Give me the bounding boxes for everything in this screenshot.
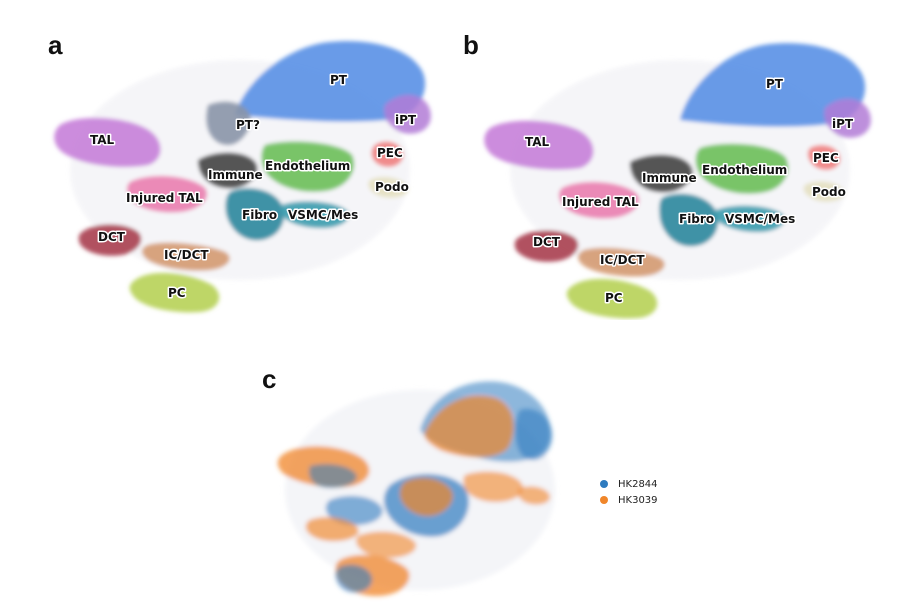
label-fibro-b: Fibro [679, 212, 714, 226]
umap-panel-b: PT iPT PEC Podo TAL Immune Endothelium I… [480, 20, 890, 320]
label-ipt-b: iPT [832, 117, 854, 131]
umap-plot-b: PT iPT PEC Podo TAL Immune Endothelium I… [484, 43, 871, 319]
label-injured-tal-a: Injured TAL [126, 191, 203, 205]
label-dct-a: DCT [98, 230, 126, 244]
cluster-vsmc-b [714, 205, 785, 232]
umap-plot-a: PT iPT PT? PEC Podo TAL Immune Endotheli… [54, 41, 431, 313]
panel-letter-a: a [48, 30, 63, 60]
umap-panel-c [270, 370, 570, 605]
label-podo-a: Podo [375, 180, 409, 194]
label-tal-b: TAL [525, 135, 550, 149]
umap-panel-a: PT iPT PT? PEC Podo TAL Immune Endotheli… [40, 20, 450, 320]
cluster-endothelium-a [261, 141, 354, 192]
label-fibro-a: Fibro [242, 208, 277, 222]
label-pt-b: PT [766, 77, 784, 91]
region-right-small-orange [518, 486, 551, 505]
cluster-fibro-b [659, 193, 718, 247]
cluster-immune-a [198, 152, 258, 189]
label-vsmc-b: VSMC/Mes [725, 212, 795, 226]
label-pc-a: PC [168, 286, 186, 300]
legend-item-hk3039: HK3039 [600, 492, 658, 508]
label-pt-a: PT [330, 73, 348, 87]
label-immune-a: Immune [208, 168, 263, 182]
cluster-dct-b [514, 230, 579, 262]
label-immune-b: Immune [642, 171, 697, 185]
cluster-tal-a [54, 117, 161, 167]
label-vsmc-a: VSMC/Mes [288, 208, 358, 222]
cluster-pc-b [566, 278, 658, 319]
panel-letter-b: b [463, 30, 479, 60]
cluster-tal-b [484, 120, 594, 170]
label-pt2-a: PT? [236, 118, 260, 132]
legend-swatch-hk3039 [600, 496, 608, 504]
cluster-pec-b [808, 145, 841, 170]
cluster-pt2-a [206, 101, 251, 145]
region-upper-orange [424, 395, 514, 458]
label-injured-tal-b: Injured TAL [562, 195, 639, 209]
label-icdct-a: IC/DCT [164, 248, 209, 262]
cluster-pc-a [129, 272, 220, 313]
cluster-immune-b [630, 154, 693, 193]
cluster-pt-b [680, 43, 866, 127]
label-ipt-a: iPT [395, 113, 417, 127]
label-endothelium-b: Endothelium [702, 163, 787, 177]
region-right-blue [515, 408, 553, 460]
region-mid-left-blue [325, 495, 383, 526]
region-left-blue [309, 464, 357, 488]
cluster-podo-b [803, 181, 845, 202]
cluster-icdct-a [142, 242, 230, 271]
cluster-ipt-b [824, 98, 871, 138]
cluster-dct-a [78, 224, 142, 256]
label-podo-b: Podo [812, 185, 846, 199]
cluster-ipt-a [384, 94, 431, 134]
umap-plot-c [277, 381, 555, 596]
cluster-injured-tal-b [559, 182, 640, 219]
legend-item-hk2844: HK2844 [600, 476, 658, 492]
label-endothelium-a: Endothelium [265, 159, 350, 173]
cluster-pec-a [371, 141, 403, 167]
cluster-endothelium-b [695, 143, 789, 194]
region-bottom-blue [335, 564, 373, 593]
label-tal-a: TAL [90, 133, 115, 147]
label-dct-b: DCT [533, 235, 561, 249]
legend-label-hk2844: HK2844 [618, 478, 658, 490]
label-icdct-b: IC/DCT [600, 253, 645, 267]
cluster-pt-a [235, 41, 426, 122]
region-mid-left-orange [305, 517, 359, 542]
cluster-icdct-b [578, 247, 665, 277]
cluster-vsmc-a [280, 201, 349, 228]
legend-label-hk3039: HK3039 [618, 494, 658, 506]
legend-c: HK2844 HK3039 [600, 476, 658, 508]
legend-swatch-hk2844 [600, 480, 608, 488]
label-pc-b: PC [605, 291, 623, 305]
cluster-injured-tal-a [127, 176, 208, 213]
cluster-fibro-a [225, 188, 284, 241]
cluster-podo-a [368, 177, 409, 198]
region-center-orange [400, 477, 453, 516]
panel-letter-c: c [262, 364, 277, 394]
region-lower-orange [356, 531, 417, 558]
label-pec-b: PEC [813, 151, 839, 165]
region-endo-orange [463, 471, 523, 502]
label-pec-a: PEC [377, 146, 403, 160]
